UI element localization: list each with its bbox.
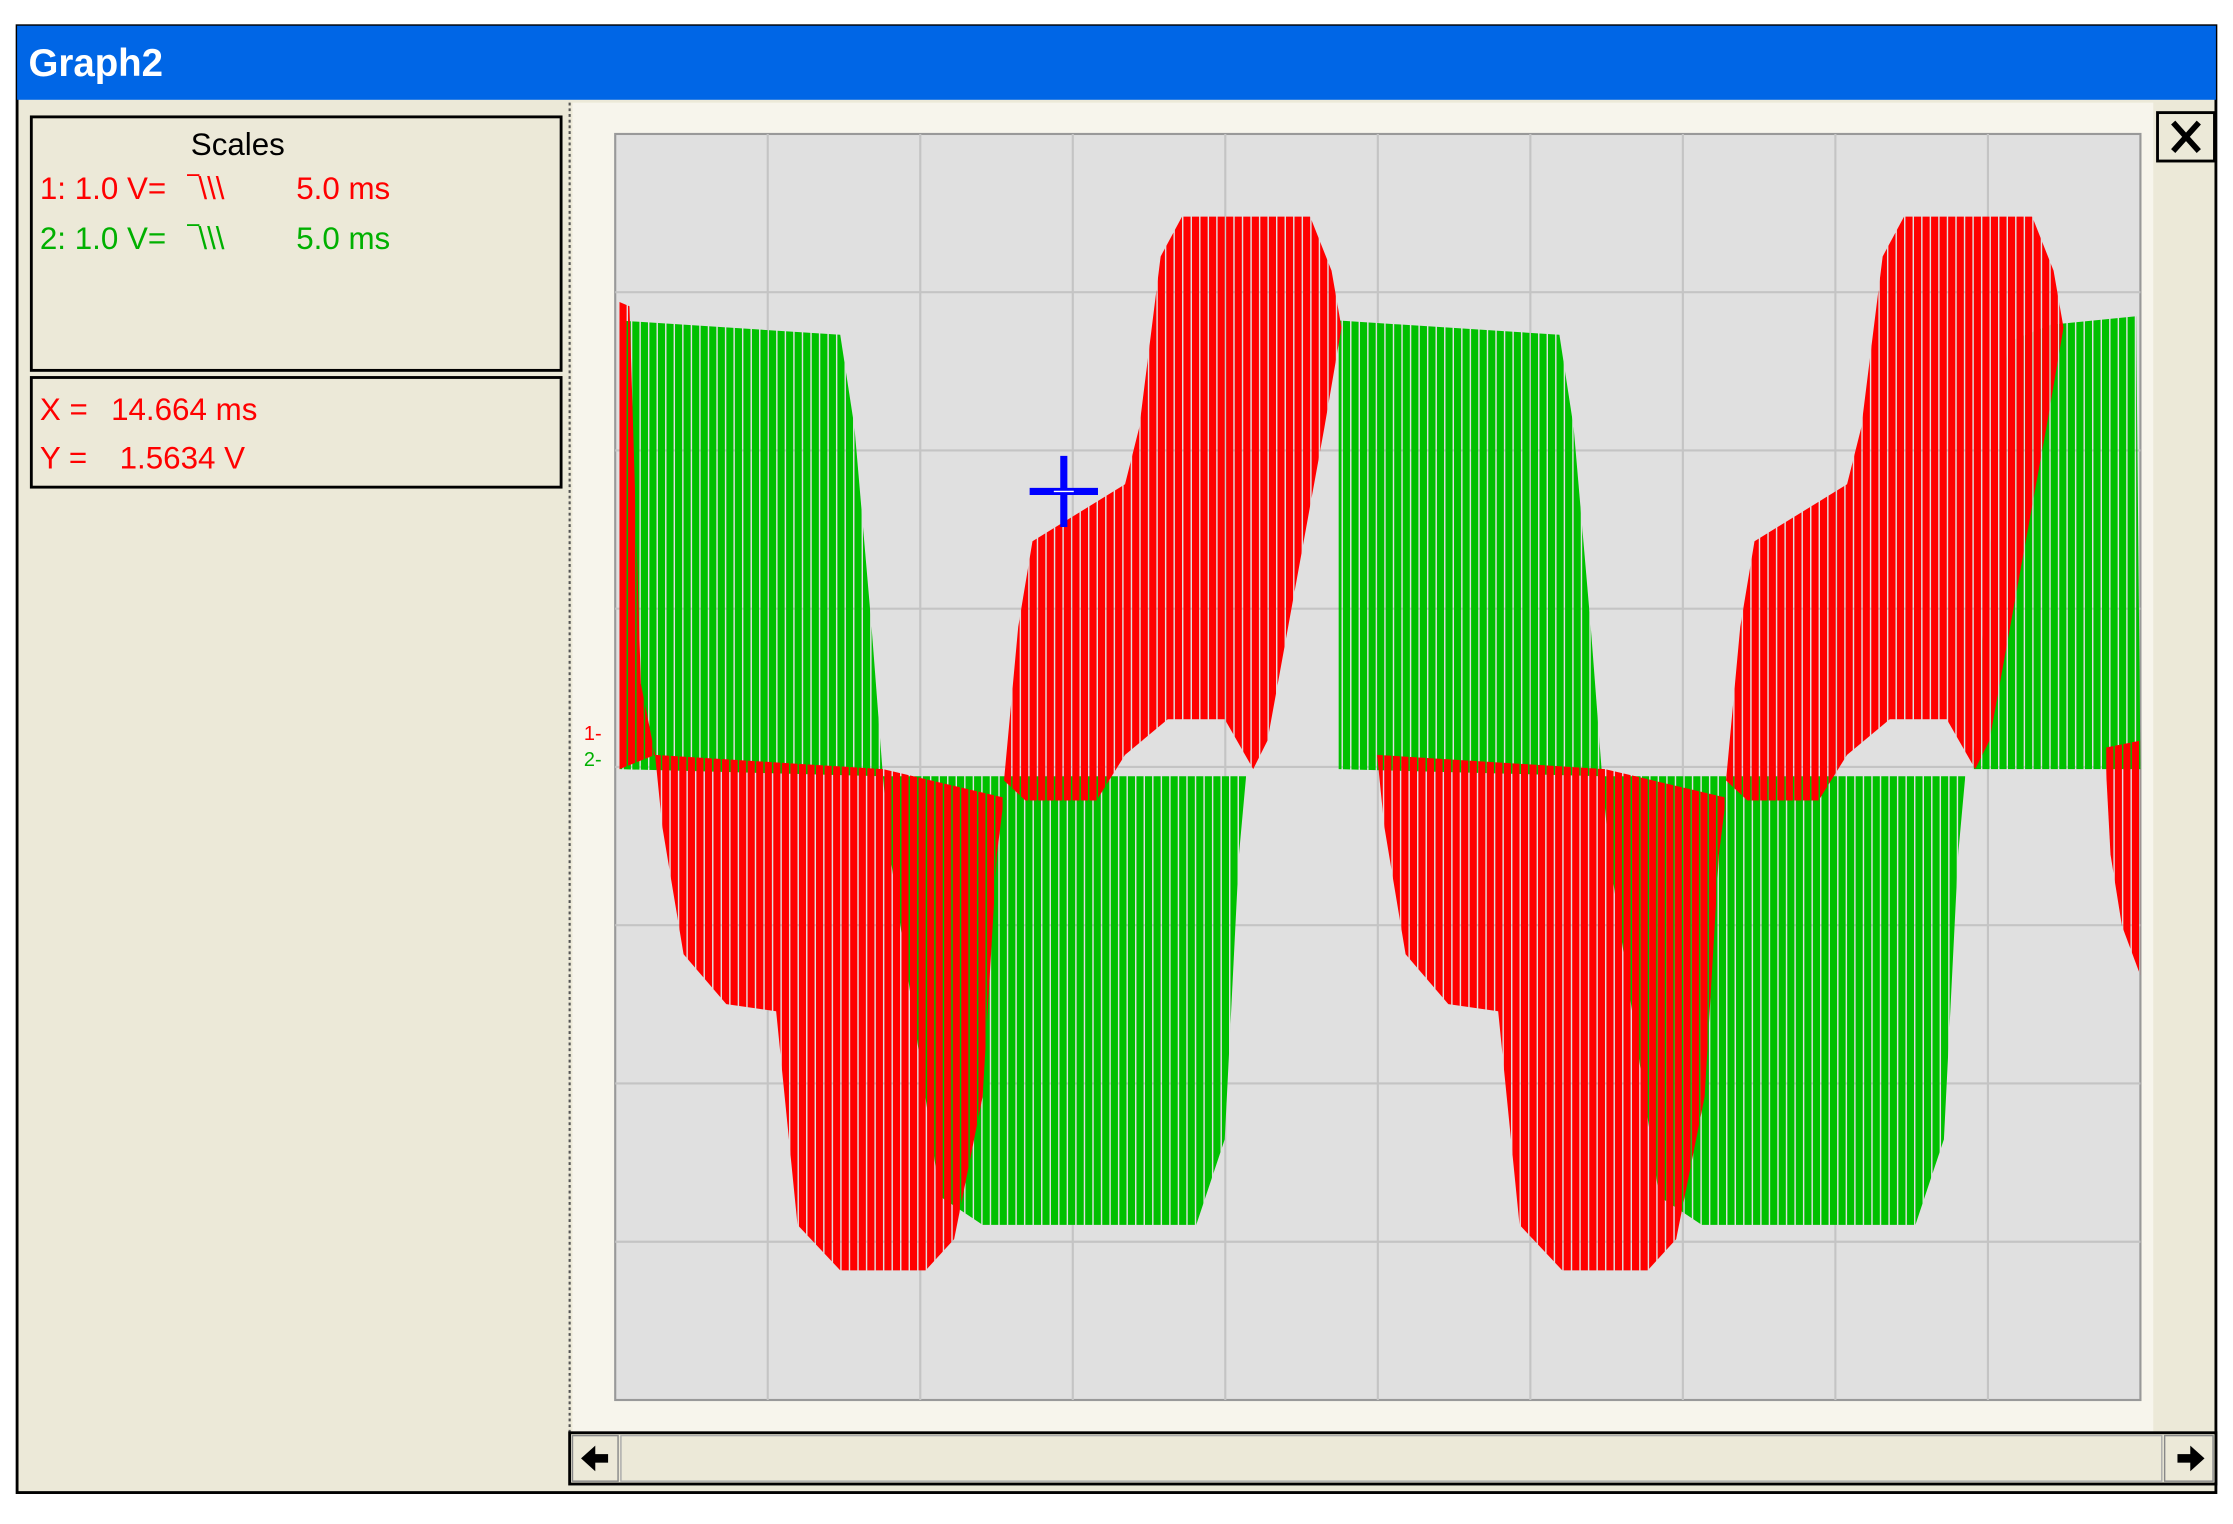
time-scale: 5.0 ms (296, 221, 390, 256)
scales-heading: Scales (191, 127, 285, 162)
cursor-box (29, 376, 563, 489)
channel-scale: 2: 1.0 V= (40, 221, 166, 256)
scales-box (29, 115, 563, 372)
window-title: Graph2 (28, 42, 163, 85)
scroll-left-button[interactable] (571, 1434, 619, 1482)
timebase-icon: ‾\\\ (187, 171, 225, 206)
channel-marker: 1- (584, 723, 602, 745)
cursor-cross (1029, 455, 1098, 528)
channel-1-trace (2104, 740, 2141, 976)
scroll-right-button[interactable] (2163, 1434, 2214, 1482)
scroll-thumb[interactable] (620, 1434, 2163, 1482)
timebase-icon: ‾\\\ (187, 221, 225, 256)
cursor-x-label: X = (40, 392, 88, 427)
title-bar (17, 25, 2216, 100)
channel-marker: 2- (584, 749, 602, 771)
time-scale: 5.0 ms (296, 171, 390, 206)
cursor-x-value: 14.664 ms (111, 392, 257, 427)
cursor-y-value: 1.5634 V (120, 440, 246, 475)
cursor-y-label: Y = (40, 440, 87, 475)
channel-1-trace (619, 302, 656, 770)
channel-scale: 1: 1.0 V= (40, 171, 166, 206)
close-button[interactable] (2156, 111, 2216, 163)
